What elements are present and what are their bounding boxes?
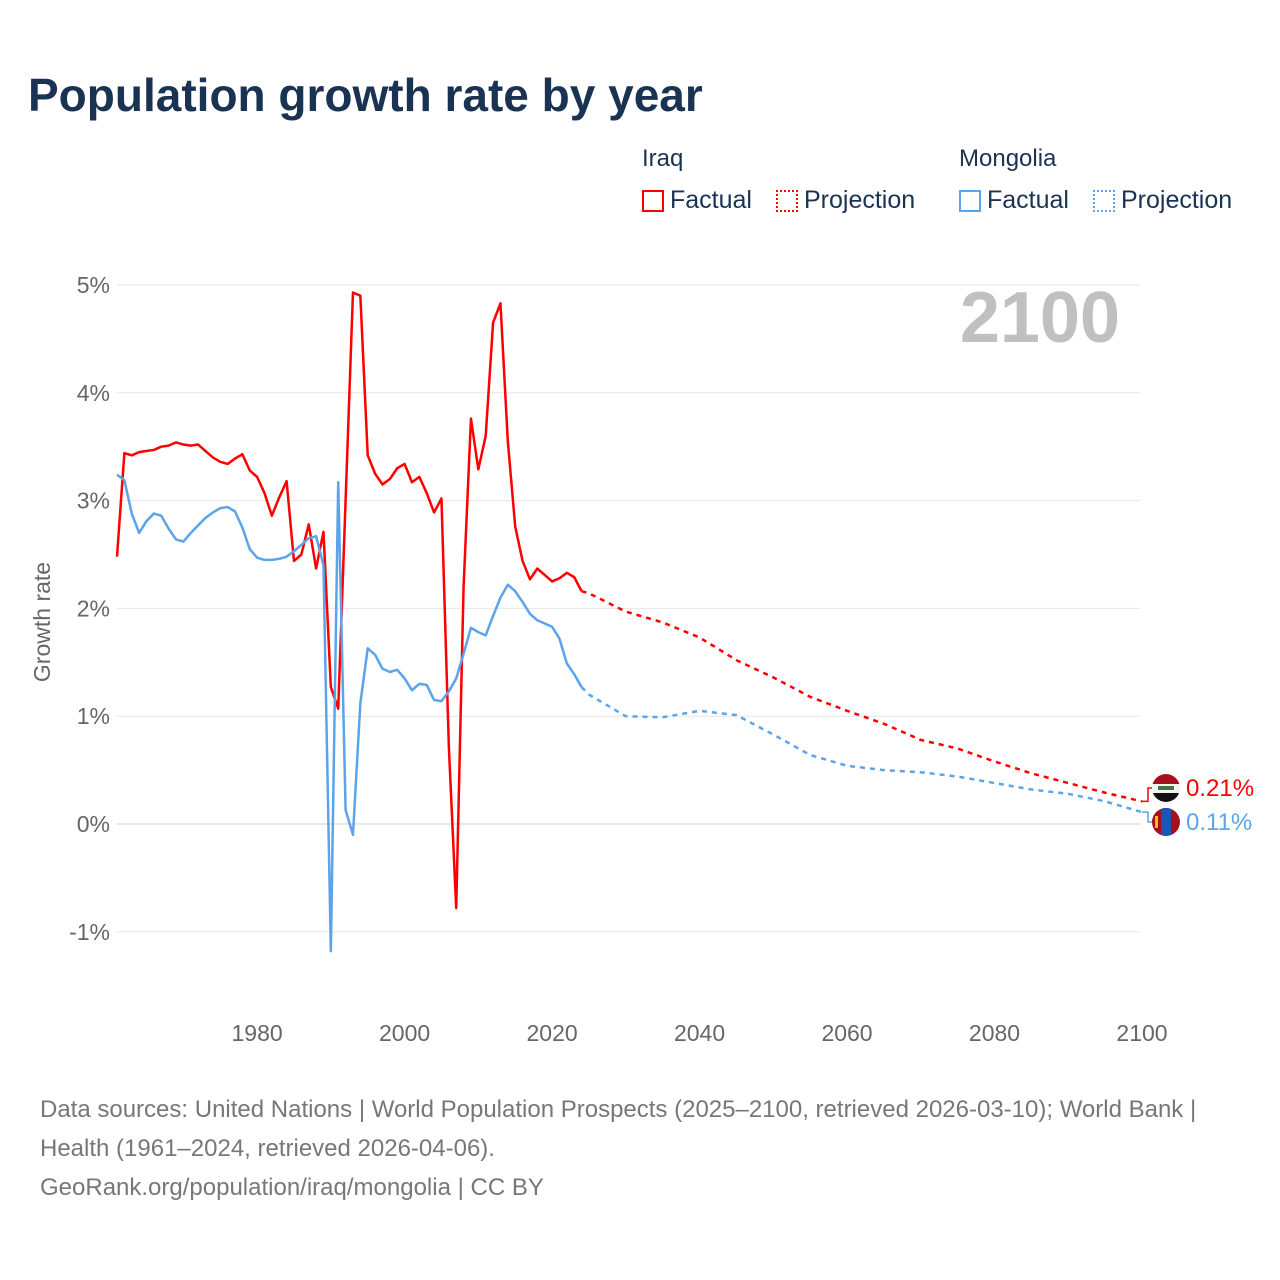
iraq-factual-line	[115, 291, 583, 910]
y-tick-label: 2%	[77, 595, 110, 621]
end-label-leader	[1142, 787, 1152, 803]
legend-label: Projection	[1121, 186, 1233, 214]
y-tick-label: 0%	[77, 811, 110, 837]
legend-group-iraq: Iraq	[642, 145, 684, 172]
legend-swatch-solid	[642, 189, 664, 212]
y-tick-label: -1%	[69, 919, 110, 945]
credit-link[interactable]: GeoRank.org/population/iraq/mongolia | C…	[40, 1174, 544, 1201]
data-sources: Data sources: United Nations | World Pop…	[40, 1096, 1197, 1162]
legend-group-mongolia: Mongolia	[959, 145, 1057, 172]
legend-iraq-projection[interactable]: Projection	[776, 186, 915, 215]
iraq-projection-line	[581, 589, 1143, 803]
end-label-leader	[1142, 811, 1152, 823]
x-tick-label: 1980	[232, 1020, 283, 1046]
iraq-end-value: 0.21%	[1186, 775, 1254, 802]
mongolia-projection-line	[580, 686, 1143, 814]
y-tick-label: 1%	[77, 703, 110, 729]
legend-swatch-dotted	[1093, 189, 1115, 212]
chart-plot: -1% 0% 1% 2% 3% 4% 5% 1980 2000 2020 2040 2060 2080 2…	[29, 272, 1254, 1046]
x-tick-label: 2080	[969, 1020, 1020, 1046]
x-tick-label: 2040	[674, 1020, 725, 1046]
legend-mongolia-factual[interactable]: Factual	[959, 186, 1069, 215]
chart-title: Population growth rate by year	[28, 69, 703, 121]
mongolia-factual-line	[116, 473, 583, 953]
legend-label: Projection	[804, 186, 916, 214]
year-watermark: 2100	[960, 278, 1120, 358]
legend-iraq-factual[interactable]: Factual	[642, 186, 752, 215]
mongolia-end-value: 0.11%	[1186, 809, 1252, 836]
mongolia-flag-icon	[1152, 808, 1180, 836]
y-tick-label: 3%	[77, 488, 110, 514]
x-tick-label: 2020	[526, 1020, 577, 1046]
y-tick-label: 4%	[77, 380, 110, 406]
legend-mongolia-projection[interactable]: Projection	[1093, 186, 1232, 215]
legend-swatch-dotted	[776, 189, 798, 212]
x-tick-label: 2100	[1116, 1020, 1167, 1046]
footer: Data sources: United Nations | World Pop…	[40, 1090, 1240, 1207]
iraq-flag-icon	[1152, 774, 1180, 802]
x-tick-label: 2000	[379, 1020, 430, 1046]
legend-label: Factual	[987, 186, 1069, 214]
legend-swatch-solid	[959, 189, 981, 212]
x-tick-label: 2060	[821, 1020, 872, 1046]
legend-label: Factual	[670, 186, 752, 214]
y-axis-label: Growth rate	[29, 562, 55, 682]
y-tick-label: 5%	[77, 272, 110, 298]
